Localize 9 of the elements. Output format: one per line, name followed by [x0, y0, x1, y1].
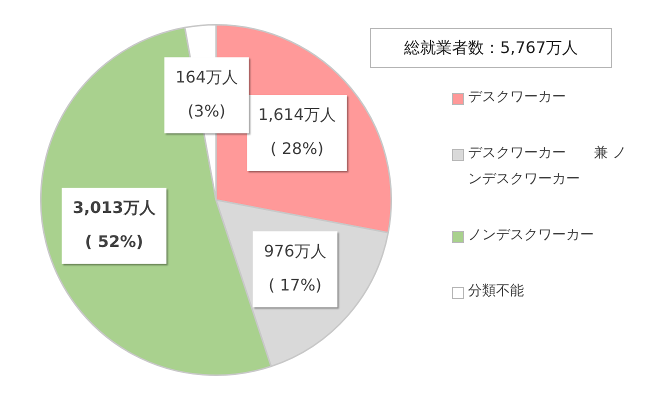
text: 総就業者数：5,767万人	[370, 28, 612, 68]
data-label: 1,614万人 ( 28%)	[258, 105, 336, 158]
legend-label: 分類不能	[468, 282, 524, 301]
data-label: 164万人 (3%)	[175, 67, 238, 120]
data-label: 3,013万人 ( 52%)	[72, 198, 156, 252]
legend-label: ノンデスクワーカー	[468, 226, 594, 245]
legend-label: デスクワーカー	[468, 88, 566, 107]
legend-label: デスクワーカー 兼 ノンデスクワーカー	[468, 144, 628, 189]
data-label: 976万人 ( 17%)	[264, 241, 326, 294]
